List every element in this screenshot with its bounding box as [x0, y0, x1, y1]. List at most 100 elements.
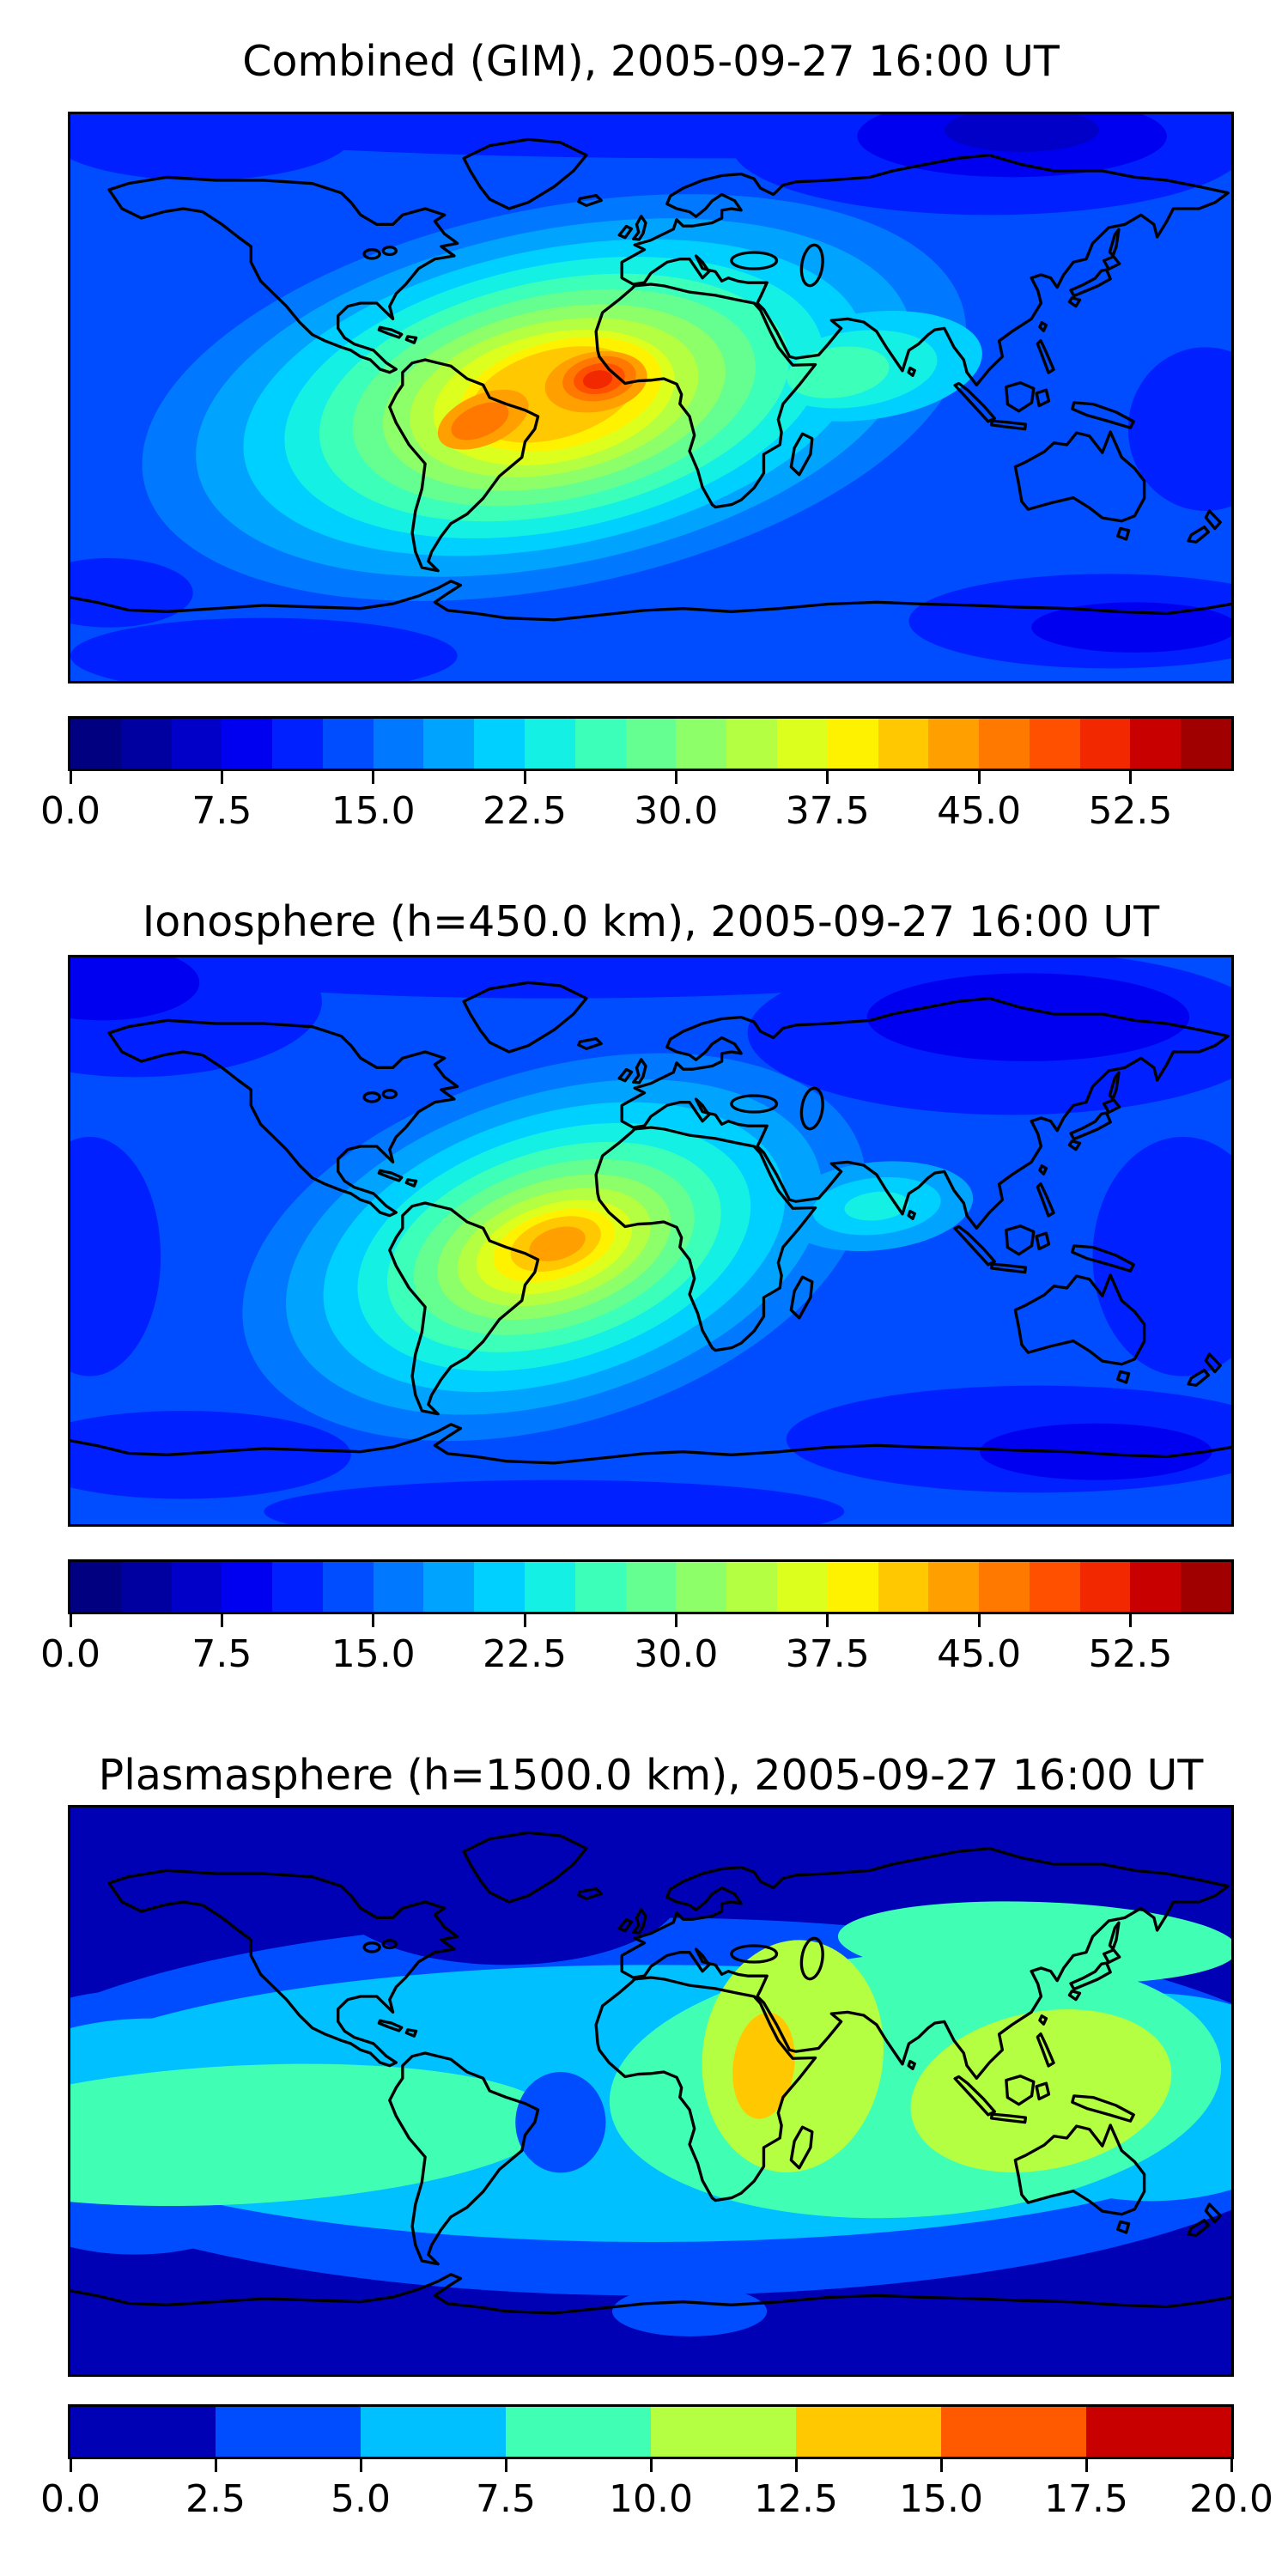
colorbar-segment	[827, 719, 878, 769]
colorbar-tick	[977, 770, 981, 784]
colorbar-tick	[1128, 770, 1132, 784]
colorbar-tick-label: 20.0	[1189, 2477, 1273, 2521]
colorbar-segment	[625, 719, 677, 769]
colorbar-segment	[1079, 1562, 1131, 1612]
colorbar-tick-label: 52.5	[1088, 789, 1173, 833]
colorbar-tick	[674, 770, 677, 784]
colorbar-tick	[69, 1613, 72, 1627]
colorbar-segment	[625, 1562, 677, 1612]
colorbar-segment	[941, 2407, 1086, 2457]
colorbar-tick-label: 15.0	[899, 2477, 983, 2521]
colorbar-segment	[878, 1562, 929, 1612]
colorbar-segment	[525, 1562, 575, 1612]
colorbar-segment	[423, 1562, 475, 1612]
colorbar-tick	[214, 2458, 217, 2472]
colorbar-segment	[776, 1562, 828, 1612]
colorbar-tick-label: 10.0	[609, 2477, 693, 2521]
colorbar-tick	[523, 1613, 526, 1627]
colorbar-segment	[373, 1562, 424, 1612]
contour-map-plasmasphere	[70, 1807, 1231, 2374]
colorbar-tick-label: 7.5	[191, 789, 252, 833]
colorbar-segment	[120, 719, 172, 769]
map-combined	[68, 112, 1234, 683]
colorbar-segment	[827, 1562, 878, 1612]
colorbar-segment	[574, 1562, 626, 1612]
colorbar-tick	[1230, 2458, 1233, 2472]
colorbar-tick-label: 22.5	[483, 789, 568, 833]
colorbar-segment	[70, 719, 121, 769]
contour-fills-ionosphere	[70, 957, 1231, 1524]
colorbar-tick-label: 45.0	[937, 1632, 1022, 1676]
colorbar-tick	[504, 2458, 507, 2472]
panel-title-plasmasphere: Plasmasphere (h=1500.0 km), 2005-09-27 1…	[98, 1751, 1204, 1800]
colorbar-segment	[1079, 719, 1131, 769]
colorbar-tick-label: 22.5	[483, 1632, 568, 1676]
colorbar-tick-label: 45.0	[937, 789, 1022, 833]
colorbar-tick	[69, 2458, 72, 2472]
colorbar-tick	[826, 770, 829, 784]
colorbar-tick-label: 37.5	[785, 789, 870, 833]
colorbar-segment	[1181, 719, 1231, 769]
colorbar-tick-label: 0.0	[40, 789, 100, 833]
contour-fills-combined	[70, 114, 1231, 681]
colorbar-segment	[676, 1562, 727, 1612]
colorbar-segment	[928, 719, 980, 769]
panel-title-ionosphere: Ionosphere (h=450.0 km), 2005-09-27 16:0…	[142, 897, 1160, 946]
colorbar-tick	[826, 1613, 829, 1627]
colorbar-segment	[322, 1562, 374, 1612]
colorbar-tick	[649, 2458, 653, 2472]
colorbar-tick-label: 30.0	[634, 789, 719, 833]
colorbar-segment	[726, 1562, 777, 1612]
colorbar-segment	[726, 719, 777, 769]
panel-title-combined: Combined (GIM), 2005-09-27 16:00 UT	[242, 37, 1060, 86]
colorbar-segment	[474, 1562, 526, 1612]
colorbar-tick-label: 37.5	[785, 1632, 870, 1676]
colorbar-tick-label: 7.5	[476, 2477, 536, 2521]
colorbar-segment	[423, 719, 475, 769]
colorbar-tick	[69, 770, 72, 784]
colorbar-combined: 0.0 7.5 15.0 22.5 30.0 37.5 45.0 52.5	[40, 716, 1234, 833]
colorbar-tick	[794, 2458, 798, 2472]
colorbar-segment	[928, 1562, 980, 1612]
contour-fills-plasmasphere	[70, 1807, 1231, 2374]
contour-map-combined	[70, 114, 1231, 681]
colorbar-segment	[272, 719, 323, 769]
colorbar-tick-label: 17.5	[1044, 2477, 1128, 2521]
colorbar-segment	[216, 2407, 361, 2457]
colorbar-segment	[322, 719, 374, 769]
colorbar-tick	[372, 1613, 375, 1627]
colorbar-tick-label: 15.0	[331, 1632, 416, 1676]
colorbar-segment	[70, 1562, 121, 1612]
colorbar-segment	[776, 719, 828, 769]
colorbar-segment	[574, 719, 626, 769]
colorbar-segment	[1029, 1562, 1080, 1612]
colorbar-tick-label: 52.5	[1088, 1632, 1173, 1676]
colorbar-tick	[220, 770, 223, 784]
colorbar-segment	[70, 2407, 216, 2457]
colorbar-tick	[1084, 2458, 1088, 2472]
colorbar-tick-label: 15.0	[331, 789, 416, 833]
colorbar-tick-label: 5.0	[331, 2477, 391, 2521]
colorbar-segment	[1086, 2407, 1231, 2457]
colorbar-segment	[878, 719, 929, 769]
colorbar-segment	[979, 1562, 1030, 1612]
colorbar-segment	[1130, 1562, 1182, 1612]
colorbar-segment	[373, 719, 424, 769]
colorbar-segment	[222, 719, 273, 769]
colorbar-tick	[674, 1613, 677, 1627]
colorbar-ionosphere: 0.0 7.5 15.0 22.5 30.0 37.5 45.0 52.5	[40, 1559, 1234, 1676]
colorbar-plasmasphere: 0.0 2.5 5.0 7.5 10.0 12.5 15.0 17.5 20.0	[40, 2404, 1273, 2521]
colorbar-tick	[359, 2458, 362, 2472]
colorbar-segment	[525, 719, 575, 769]
colorbar-tick	[372, 770, 375, 784]
colorbar-segment	[1181, 1562, 1231, 1612]
colorbar-tick-label: 30.0	[634, 1632, 719, 1676]
colorbar-segment	[1029, 719, 1080, 769]
colorbar-segment	[651, 2407, 796, 2457]
colorbar-segment	[796, 2407, 941, 2457]
contour-map-ionosphere	[70, 957, 1231, 1524]
colorbar-tick-label: 12.5	[754, 2477, 838, 2521]
map-ionosphere	[68, 955, 1234, 1527]
colorbar-segment	[474, 719, 526, 769]
